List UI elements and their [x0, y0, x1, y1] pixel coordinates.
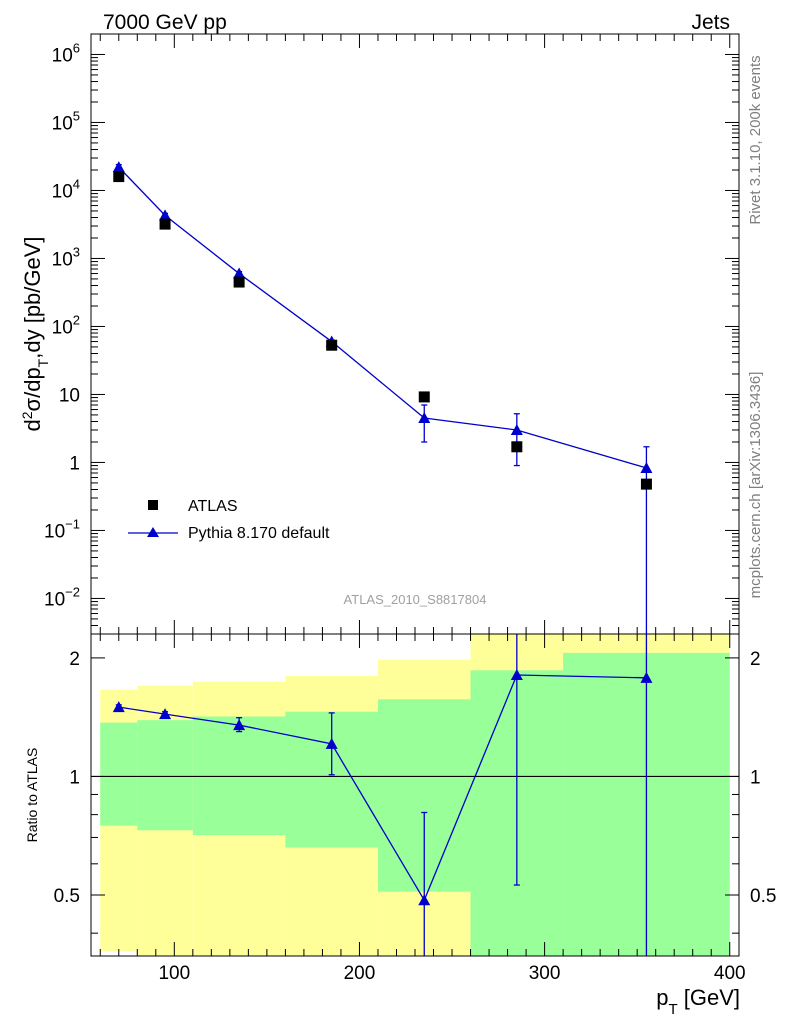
- ratio-plot-panel: 0.5 0.5 1 1 2 2 100 200 300 400: [54, 633, 777, 984]
- legend-atlas-label: ATLAS: [188, 498, 238, 515]
- main-y-tick-label: 1: [69, 453, 80, 474]
- green-band-bin: [100, 722, 138, 826]
- ratio-y-tick-label-right: 1: [750, 767, 761, 788]
- pythia-point: [159, 209, 172, 221]
- green-band-bin: [192, 716, 286, 836]
- ratio-point: [510, 668, 523, 680]
- pythia-point: [510, 424, 523, 436]
- main-y-tick-label: 104: [52, 176, 80, 202]
- legend-pythia-marker: [147, 527, 159, 537]
- ratio-y-tick-label-left: 0.5: [54, 886, 80, 907]
- ratio-point: [418, 894, 431, 906]
- main-y-tick-label: 106: [52, 40, 80, 66]
- atlas-point: [418, 391, 430, 403]
- atlas-point: [233, 276, 245, 288]
- pythia-line: [118, 166, 647, 469]
- main-y-tick-label: 103: [52, 244, 80, 270]
- ratio-axis-ticks: [91, 634, 739, 956]
- main-y-tick-label: 102: [52, 312, 80, 338]
- ratio-y-tick-label-right: 2: [750, 649, 761, 670]
- x-tick-label: 300: [529, 963, 561, 984]
- pythia-point: [112, 161, 125, 173]
- atlas-point: [511, 441, 523, 453]
- main-plot-panel: 10−2 10−1 1 10 102 103 104 105 106 ATLAS_2010_S8…: [44, 33, 740, 635]
- x-axis-title: pT [GeV]: [656, 985, 740, 1018]
- ratio-data-layer: [112, 634, 653, 956]
- green-band-bin: [137, 720, 193, 831]
- pythia-point: [418, 412, 431, 424]
- header-right-label: Jets: [691, 11, 730, 34]
- main-data-layer: [112, 161, 653, 634]
- rivet-version-label: Rivet 3.1.10, 200k events: [747, 55, 764, 224]
- ratio-point: [325, 737, 338, 749]
- legend: ATLAS Pythia 8.170 default: [128, 498, 330, 542]
- ratio-tick-labels: 0.5 0.5 1 1 2 2 100 200 300 400: [54, 649, 777, 984]
- legend-pythia-label: Pythia 8.170 default: [188, 525, 330, 542]
- ratio-point: [233, 719, 246, 731]
- ratio-point: [159, 708, 172, 720]
- x-tick-label: 200: [344, 963, 376, 984]
- analysis-id-label: ATLAS_2010_S8817804: [344, 592, 487, 607]
- x-tick-label: 100: [158, 963, 190, 984]
- ratio-point: [640, 671, 653, 683]
- main-y-tick-labels: 10−2 10−1 1 10 102 103 104 105 106: [44, 40, 80, 610]
- atlas-point: [640, 478, 652, 490]
- main-y-tick-label: 105: [52, 108, 80, 134]
- main-y-axis-title: d2σ/dpT,dy [pb/GeV]: [19, 236, 51, 431]
- main-plot-frame: [90, 33, 740, 635]
- main-y-tick-label: 10−2: [44, 584, 80, 610]
- ratio-point: [112, 701, 125, 713]
- legend-atlas-marker: [148, 500, 158, 510]
- atlas-point: [113, 171, 125, 183]
- x-tick-label: 400: [714, 963, 746, 984]
- pythia-point: [233, 267, 246, 279]
- pythia-point: [640, 461, 653, 473]
- ratio-y-tick-label-left: 1: [69, 767, 80, 788]
- main-y-tick-label: 10: [59, 385, 80, 406]
- ratio-y-axis-title: Ratio to ATLAS: [24, 748, 40, 843]
- main-axis-ticks: [91, 33, 739, 635]
- header-left-label: 7000 GeV pp: [103, 11, 227, 34]
- mcplots-label: mcplots.cern.ch [arXiv:1306.3436]: [747, 372, 764, 599]
- ratio-y-tick-label-right: 0.5: [750, 886, 776, 907]
- atlas-point: [326, 339, 338, 351]
- main-y-tick-label: 10−1: [44, 516, 80, 542]
- atlas-point: [159, 218, 171, 230]
- ratio-plot-frame: [90, 633, 740, 957]
- ratio-y-tick-label-left: 2: [69, 649, 80, 670]
